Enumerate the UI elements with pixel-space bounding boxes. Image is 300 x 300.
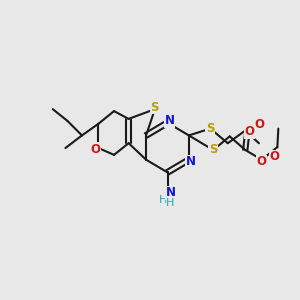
Text: N: N: [165, 186, 176, 199]
Text: N: N: [164, 114, 174, 127]
Text: S: S: [151, 101, 159, 114]
Text: N: N: [186, 155, 196, 168]
Text: O: O: [257, 155, 267, 168]
Text: O: O: [254, 118, 264, 131]
Text: O: O: [91, 142, 100, 155]
Text: S: S: [209, 143, 218, 157]
Text: O: O: [269, 150, 279, 163]
Text: S: S: [206, 122, 214, 135]
Text: H: H: [166, 199, 175, 208]
Text: H: H: [158, 195, 167, 205]
Text: O: O: [244, 125, 254, 138]
